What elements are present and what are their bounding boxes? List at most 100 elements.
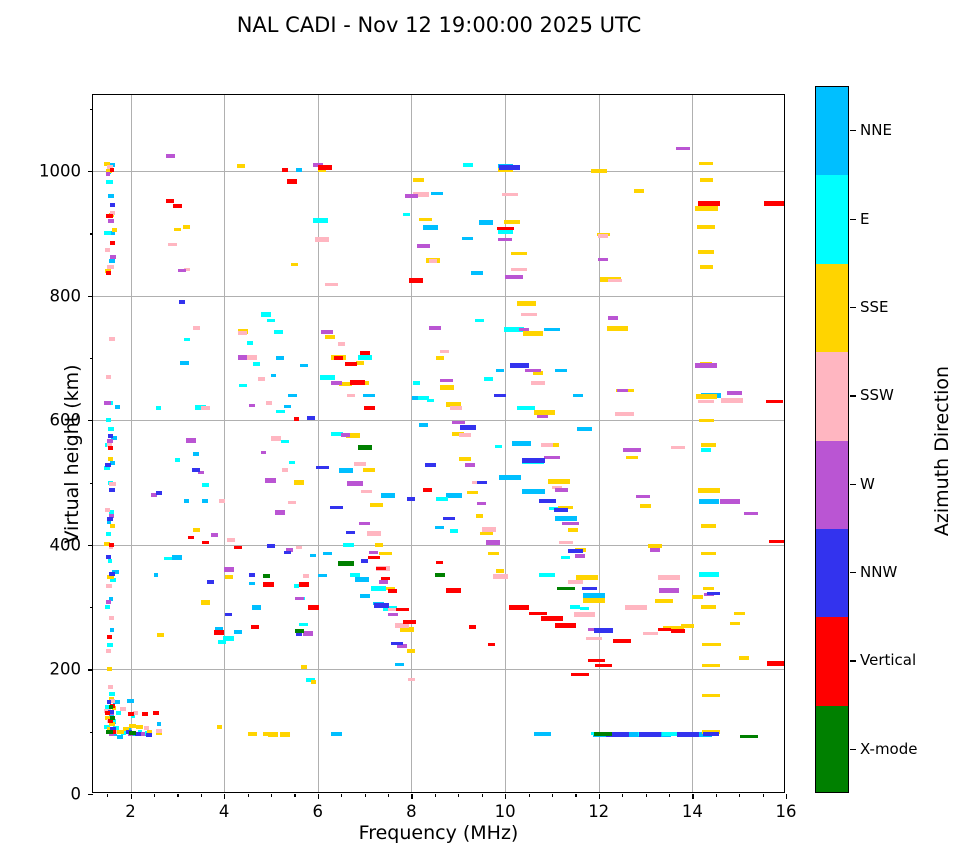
data-mark xyxy=(697,225,716,229)
data-mark xyxy=(178,268,186,273)
data-mark xyxy=(223,567,234,573)
colorbar-tick xyxy=(850,130,856,132)
data-mark xyxy=(280,731,290,737)
data-mark xyxy=(106,667,112,672)
data-mark xyxy=(388,607,398,612)
x-tick-major xyxy=(411,794,413,799)
data-mark xyxy=(129,730,137,735)
data-mark xyxy=(698,418,714,422)
y-tick-label: 800 xyxy=(49,286,82,306)
x-tick-label: 6 xyxy=(312,802,324,821)
colorbar[interactable] xyxy=(815,86,849,793)
colorbar-segment-vertical[interactable] xyxy=(816,617,848,707)
data-mark xyxy=(236,164,245,168)
colorbar-segment-sse[interactable] xyxy=(816,263,848,353)
data-mark xyxy=(701,605,717,609)
data-mark xyxy=(268,731,279,737)
data-mark xyxy=(395,623,409,629)
y-tick-minor xyxy=(90,233,93,235)
data-mark xyxy=(106,583,113,588)
y-tick-label: 400 xyxy=(49,535,82,555)
data-mark xyxy=(214,629,225,635)
data-mark xyxy=(270,373,276,378)
data-mark xyxy=(296,168,302,172)
data-mark xyxy=(424,463,436,467)
data-mark xyxy=(373,601,385,606)
data-mark xyxy=(125,729,132,734)
colorbar-segment-e[interactable] xyxy=(816,175,848,265)
data-mark xyxy=(186,437,197,443)
data-mark xyxy=(294,629,304,633)
data-mark xyxy=(494,393,507,397)
y-tick-minor xyxy=(90,731,93,733)
data-mark xyxy=(106,516,113,521)
data-mark xyxy=(108,718,114,723)
data-mark xyxy=(625,455,638,460)
data-mark xyxy=(105,374,111,379)
data-mark xyxy=(357,445,372,451)
data-mark xyxy=(471,271,483,275)
data-mark xyxy=(359,594,370,598)
data-mark xyxy=(281,439,289,444)
data-mark xyxy=(496,368,505,373)
data-mark xyxy=(567,580,583,584)
data-mark xyxy=(373,603,389,609)
colorbar-segment-nne[interactable] xyxy=(816,87,848,176)
data-mark xyxy=(192,326,200,330)
x-tick-minor xyxy=(715,794,718,797)
data-mark xyxy=(407,649,416,653)
data-mark xyxy=(112,729,117,734)
colorbar-segment-nnw[interactable] xyxy=(816,528,848,618)
data-mark xyxy=(179,361,189,365)
data-mark xyxy=(107,193,114,198)
data-mark xyxy=(636,494,651,498)
data-mark xyxy=(108,545,113,550)
data-mark xyxy=(294,480,304,485)
data-mark xyxy=(150,493,157,497)
data-mark xyxy=(350,380,366,386)
x-tick-minor xyxy=(247,794,249,797)
page-title: NAL CADI - Nov 12 19:00:00 2025 UTC xyxy=(236,13,642,37)
data-mark xyxy=(695,394,717,399)
data-mark xyxy=(154,572,159,577)
data-mark xyxy=(657,627,671,632)
colorbar-label-nnw: NNW xyxy=(860,563,898,582)
data-mark xyxy=(104,465,110,470)
data-mark xyxy=(201,540,209,545)
data-mark xyxy=(475,514,483,518)
data-mark xyxy=(312,163,323,167)
data-mark xyxy=(428,259,437,263)
data-mark xyxy=(107,709,114,714)
data-mark xyxy=(310,680,316,684)
x-tick-label: 10 xyxy=(494,802,516,821)
x-tick-label: 16 xyxy=(775,802,797,821)
data-mark xyxy=(676,146,690,151)
x-tick-label: 2 xyxy=(125,802,136,821)
data-mark xyxy=(558,505,574,510)
data-mark xyxy=(294,584,300,588)
x-tick-minor xyxy=(177,794,179,797)
data-mark xyxy=(534,410,556,416)
data-mark xyxy=(642,631,658,635)
data-mark xyxy=(155,728,162,733)
data-mark xyxy=(341,433,351,437)
data-mark xyxy=(247,355,258,361)
data-mark xyxy=(509,604,530,610)
data-mark xyxy=(505,275,524,279)
data-mark xyxy=(521,457,545,463)
data-mark xyxy=(484,377,494,381)
data-mark xyxy=(663,625,685,631)
colorbar-segment-x-mode[interactable] xyxy=(816,705,848,792)
data-mark xyxy=(298,582,309,588)
data-mark xyxy=(249,403,256,407)
data-mark xyxy=(238,383,247,388)
gridline-horizontal xyxy=(93,171,784,172)
y-tick-minor xyxy=(90,607,93,609)
colorbar-segment-w[interactable] xyxy=(816,440,848,530)
data-mark xyxy=(593,628,613,634)
x-tick-minor xyxy=(551,794,554,797)
colorbar-segment-ssw[interactable] xyxy=(816,352,848,442)
data-mark xyxy=(103,231,111,236)
data-mark xyxy=(168,242,178,247)
